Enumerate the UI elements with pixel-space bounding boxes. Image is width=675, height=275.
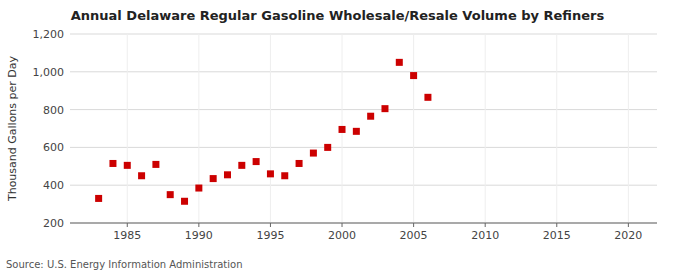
- point: [381, 105, 388, 112]
- x-grid-line: [270, 34, 271, 223]
- y-tick-label: 1,000: [33, 66, 65, 79]
- point: [224, 171, 231, 178]
- y-grid-line: [70, 147, 657, 148]
- chart-container: 1985 1990 1995 2000 2005 2010 2015 2020 200 400 60…: [0, 0, 675, 275]
- y-grid-line: [70, 109, 657, 110]
- point: [367, 113, 374, 120]
- point: [152, 161, 159, 168]
- point: [238, 162, 245, 169]
- point: [396, 59, 403, 66]
- point: [424, 94, 431, 101]
- point: [95, 195, 102, 202]
- y-grid-line: [70, 185, 657, 186]
- x-tick-label: 2000: [328, 229, 356, 242]
- point: [296, 160, 303, 167]
- point: [353, 128, 360, 135]
- point: [124, 162, 131, 169]
- x-tick: [342, 223, 343, 227]
- y-tick-label: 400: [43, 179, 64, 192]
- chart: 1985 1990 1995 2000 2005 2010 2015 2020 200 400 60…: [0, 0, 675, 275]
- point: [324, 144, 331, 151]
- x-tick: [198, 223, 199, 227]
- x-tick: [628, 223, 629, 227]
- x-tick-label: 1995: [256, 229, 284, 242]
- x-grid-line: [413, 34, 414, 223]
- y-tick-label: 200: [43, 217, 64, 230]
- point: [410, 72, 417, 79]
- y-grid-line: [70, 34, 657, 35]
- point: [339, 126, 346, 133]
- y-grid-line: [70, 223, 657, 224]
- point: [195, 185, 202, 192]
- x-tick: [485, 223, 486, 227]
- x-tick: [127, 223, 128, 227]
- x-tick-label: 1990: [185, 229, 213, 242]
- grid: [70, 34, 657, 223]
- point: [181, 198, 188, 205]
- y-axis-label: Thousand Gallons per Day: [6, 55, 19, 202]
- x-tick-label: 2020: [614, 229, 642, 242]
- x-tick: [556, 223, 557, 227]
- title: Annual Delaware Regular Gasoline Wholesa…: [71, 8, 605, 23]
- x-tick-label: 1985: [113, 229, 141, 242]
- point: [167, 191, 174, 198]
- y-tick-label: 1,200: [33, 28, 65, 41]
- x-grid-line: [198, 34, 199, 223]
- point: [267, 170, 274, 177]
- y-grid-line: [70, 71, 657, 72]
- x-grid-line: [628, 34, 629, 223]
- point: [310, 150, 317, 157]
- point: [253, 158, 260, 165]
- x-grid-line: [127, 34, 128, 223]
- x-tick-label: 2015: [543, 229, 571, 242]
- points: [95, 59, 431, 205]
- point: [210, 175, 217, 182]
- y-axis: 200 400 600 800 1,000 1,200: [33, 28, 65, 230]
- point: [281, 172, 288, 179]
- point: [138, 172, 145, 179]
- x-tick: [413, 223, 414, 227]
- point: [109, 160, 116, 167]
- x-grid-line: [556, 34, 557, 223]
- x-grid-line: [485, 34, 486, 223]
- x-axis-line: [70, 223, 657, 224]
- y-tick-label: 800: [43, 104, 64, 117]
- x-tick: [270, 223, 271, 227]
- x-tick-label: 2010: [471, 229, 499, 242]
- source-note: Source: U.S. Energy Information Administ…: [6, 259, 243, 270]
- x-tick-label: 2005: [400, 229, 428, 242]
- x-axis: 1985 1990 1995 2000 2005 2010 2015 2020: [113, 223, 642, 242]
- y-tick-label: 600: [43, 141, 64, 154]
